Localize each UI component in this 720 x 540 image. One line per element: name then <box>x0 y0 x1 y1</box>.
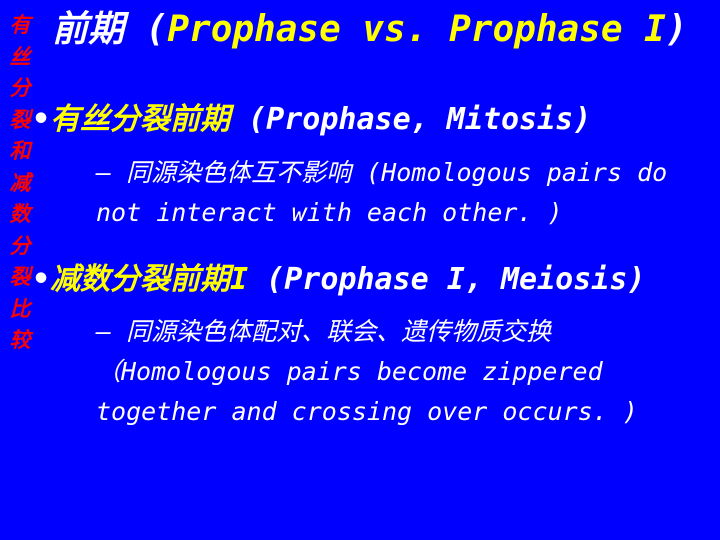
sidebar-char: 比 <box>8 294 32 326</box>
title-pre: 前期 ( <box>52 9 167 50</box>
sidebar-char: 数 <box>8 199 32 231</box>
sidebar-char: 分 <box>8 73 32 105</box>
bullet-accent-2: 减数分裂前期I <box>50 262 248 297</box>
title-post: ) <box>666 9 688 50</box>
bullet-rest-1: (Prophase, Mitosis) <box>230 102 591 137</box>
sidebar-char: 和 <box>8 136 32 168</box>
sidebar-char: 有 <box>8 10 32 42</box>
slide-title: 前期 (Prophase vs. Prophase I) <box>52 8 708 51</box>
sidebar-char: 减 <box>8 168 32 200</box>
sidebar-char: 丝 <box>8 42 32 74</box>
bullet-sub-2: – 同源染色体配对、联会、遗传物质交换（Homologous pairs bec… <box>96 312 696 432</box>
bullet-sub-1: – 同源染色体互不影响 (Homologous pairs do not int… <box>96 153 696 233</box>
slide-content: 前期 (Prophase vs. Prophase I) • 有丝分裂前期 (P… <box>52 8 708 460</box>
title-accent: Prophase vs. Prophase I <box>167 9 666 50</box>
bullet-rest-2: (Prophase I, Meiosis) <box>248 262 645 297</box>
bullet-accent-1: 有丝分裂前期 <box>50 102 230 137</box>
sidebar-char: 裂 <box>8 262 32 294</box>
sidebar-vertical-label: 有 丝 分 裂 和 减 数 分 裂 比 较 <box>8 10 32 357</box>
sidebar-char: 分 <box>8 231 32 263</box>
bullet-heading-1: • 有丝分裂前期 (Prophase, Mitosis) <box>52 101 708 139</box>
bullet-heading-2: • 减数分裂前期I (Prophase I, Meiosis) <box>52 261 708 299</box>
sidebar-char: 裂 <box>8 105 32 137</box>
sidebar-char: 较 <box>8 325 32 357</box>
